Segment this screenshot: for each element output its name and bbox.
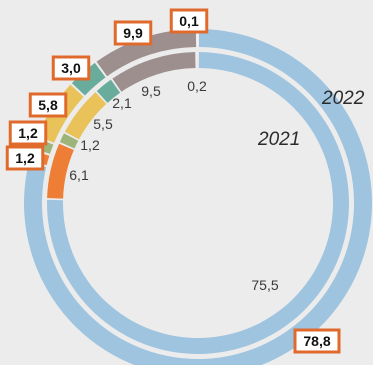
data-label-2021-olive-green: 1,2 (80, 137, 100, 153)
data-label-2022-orange: 1,2 (5, 145, 45, 171)
data-label-2021-yellow: 5,5 (93, 116, 113, 132)
slice-2022-white (196, 29, 198, 48)
series-label-2022: 2022 (321, 88, 365, 109)
data-label-text: 9,9 (123, 25, 143, 41)
data-label-2022-blue: 78,8 (293, 328, 341, 354)
data-label-text: 0,1 (179, 13, 199, 29)
slice-2022-gray (96, 29, 197, 77)
data-label-box (293, 328, 341, 354)
data-label-text: 5,8 (38, 97, 58, 113)
data-label-box (8, 120, 48, 146)
data-label-text: 78,8 (303, 333, 330, 349)
data-label-2021-blue: 75,5 (251, 277, 278, 293)
data-label-2021-orange: 6,1 (69, 167, 89, 183)
ring-2021 (46, 52, 349, 355)
data-label-2021-teal: 2,1 (112, 95, 132, 111)
data-label-2022-gray: 9,9 (113, 20, 153, 46)
data-label-text: 1,2 (15, 150, 35, 166)
slice-2021-gray (112, 52, 196, 92)
data-label-2021-white: 0,2 (187, 78, 207, 94)
data-label-box (28, 92, 68, 118)
data-label-2022-teal: 3,0 (51, 55, 91, 81)
data-label-2022-yellow: 5,8 (28, 92, 68, 118)
slice-2021-yellow (64, 92, 107, 140)
slice-2021-olive-green (59, 133, 79, 149)
data-label-box (169, 8, 209, 34)
data-label-box (51, 55, 91, 81)
data-label-2022-white: 0,1 (169, 8, 209, 34)
data-label-text: 1,2 (18, 125, 38, 141)
series-label-2021: 2021 (257, 129, 300, 150)
data-label-box (5, 145, 45, 171)
slice-2021-orange (47, 143, 74, 199)
data-label-box (113, 20, 153, 46)
data-label-2022-olive-green: 1,2 (8, 120, 48, 146)
data-label-text: 3,0 (61, 60, 81, 76)
data-labels: 78,81,21,25,83,09,90,175,56,11,25,52,19,… (5, 8, 341, 354)
slice-2021-teal (96, 79, 121, 103)
data-label-2021-gray: 9,5 (141, 83, 161, 99)
